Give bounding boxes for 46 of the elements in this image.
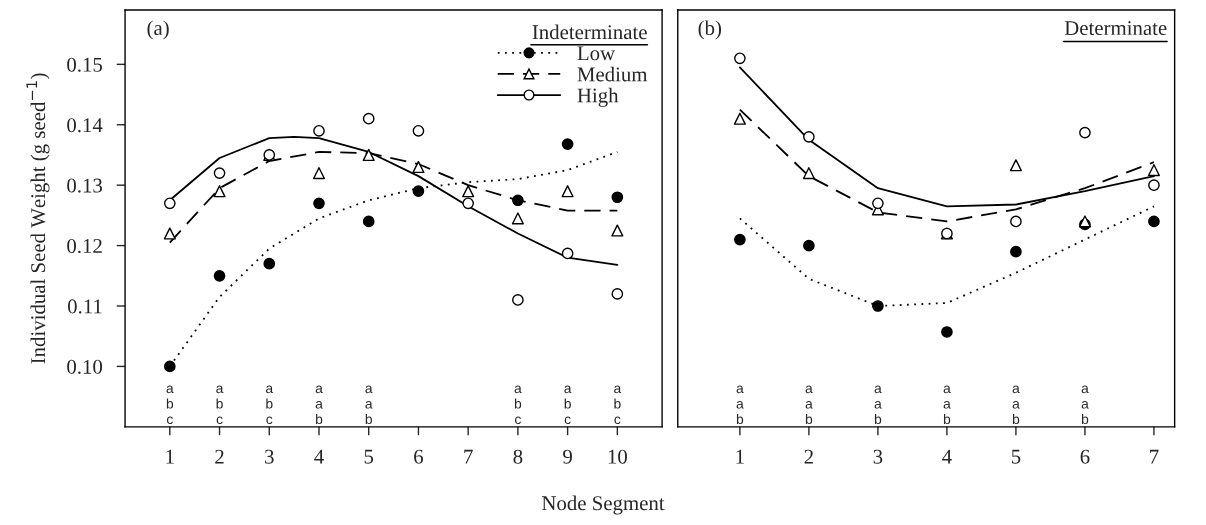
annotation: a b c [564, 385, 572, 425]
x-tick-label: 2 [215, 449, 224, 464]
annotation: a b c [265, 385, 274, 425]
annotation: a a b [365, 385, 373, 425]
annotation: a a b [1012, 385, 1020, 425]
x-tick-label: 2 [804, 449, 813, 464]
legend-label: Low [577, 46, 616, 61]
annotation: a a b [315, 385, 323, 425]
legend-title: Indeterminate [532, 24, 647, 40]
annotation: a b c [216, 385, 224, 425]
y-tick-label: 0.15 [67, 57, 103, 72]
annotation: a a b [805, 385, 813, 425]
y-axis-title: Individual Seed Weight (g seed$^{−1}$) [26, 73, 50, 364]
x-tick-label: 1 [736, 449, 744, 464]
y-tick-label: 0.11 [67, 299, 102, 314]
x-tick-label: 5 [364, 449, 374, 464]
chart-title: (b) [698, 20, 722, 40]
x-tick-label: 5 [1011, 449, 1021, 464]
x-tick-label: 1 [166, 449, 174, 464]
legend-label: Medium [577, 66, 648, 82]
x-tick-label: 8 [513, 449, 523, 464]
annotation: a b c [514, 385, 522, 425]
x-tick-label: 7 [1150, 449, 1159, 464]
y-tick-label: 0.10 [67, 359, 103, 374]
annotation: a b c [614, 385, 622, 425]
x-tick-label: 3 [873, 449, 883, 464]
annotation: a a b [943, 385, 951, 425]
y-tick-label: 0.14 [67, 118, 103, 133]
x-tick-label: 7 [464, 449, 473, 464]
x-tick-label: 3 [265, 449, 274, 464]
annotation: a a b [1081, 385, 1089, 425]
x-tick-label: 10 [608, 449, 627, 464]
x-tick-label: 4 [942, 449, 952, 464]
x-tick-label: 9 [563, 449, 572, 464]
chart-title: (a) [147, 20, 169, 40]
x-axis-title: Node Segment [541, 495, 665, 515]
x-tick-label: 6 [414, 449, 424, 464]
annotation: a a b [736, 385, 744, 425]
y-tick-label: 0.12 [67, 238, 102, 254]
x-tick-label: 4 [314, 449, 324, 464]
annotation: a b c [166, 385, 174, 425]
legend-label: High [577, 87, 619, 107]
x-tick-label: 6 [1080, 449, 1090, 464]
legend-title: Determinate [1064, 21, 1167, 36]
y-tick-label: 0.13 [67, 178, 103, 193]
annotation: a a b [874, 385, 882, 425]
